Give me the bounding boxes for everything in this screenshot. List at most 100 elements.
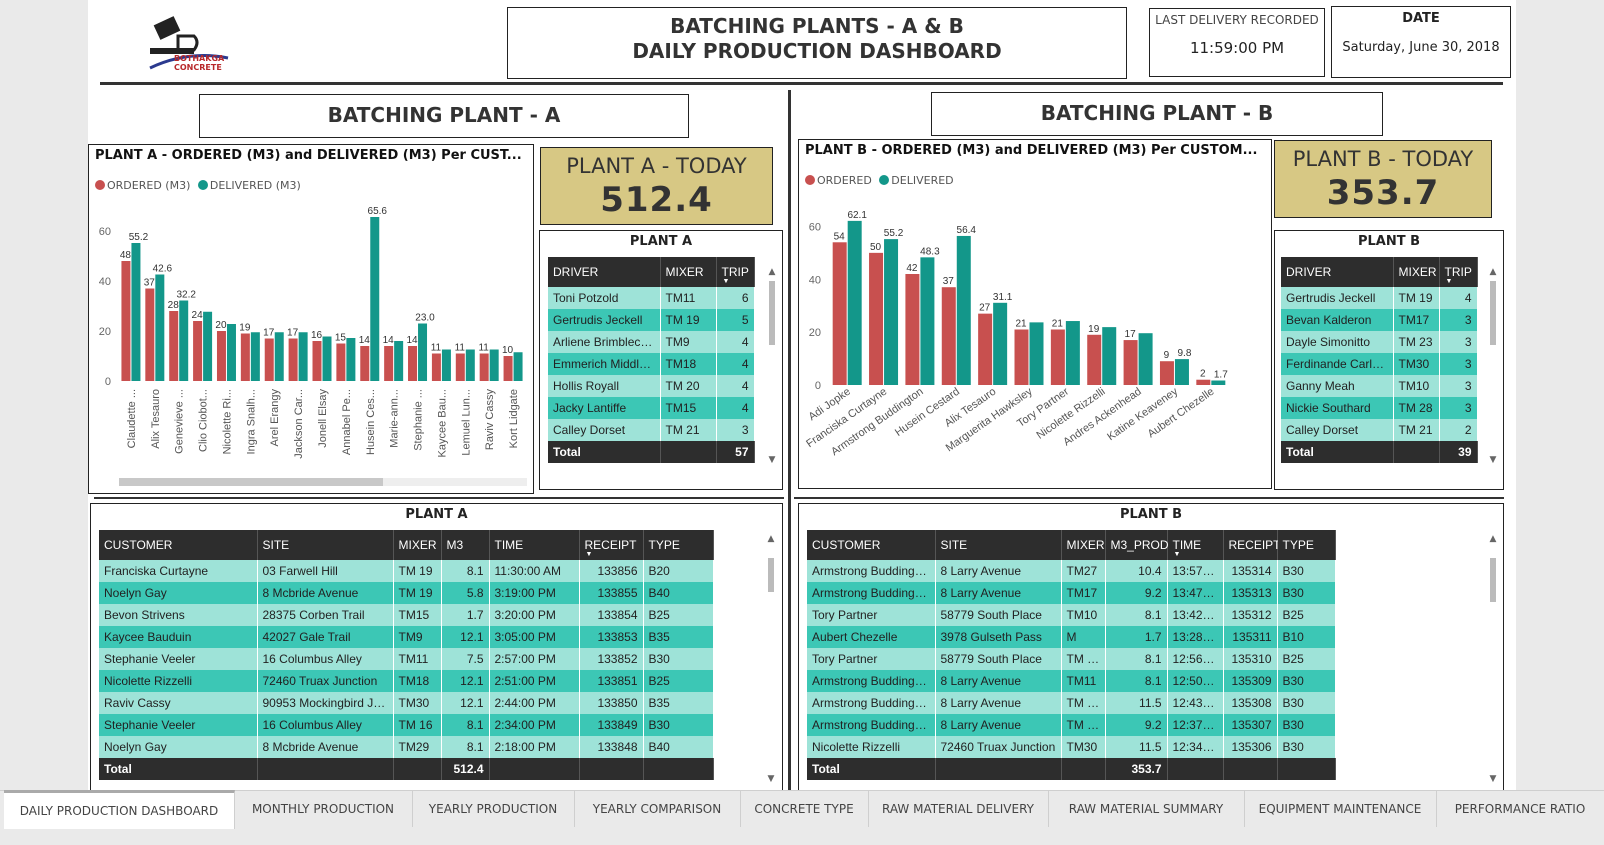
plant-b-delivery-table[interactable]: CUSTOMER SITE MIXER M3_PROD TIME ▼ RECEIPT TYPE… xyxy=(807,530,1336,780)
bar-delivered[interactable] xyxy=(441,349,451,382)
bar-delivered[interactable] xyxy=(1102,327,1117,385)
table-row[interactable]: Armstrong Buddington 8 Larry Avenue TM 19 9… xyxy=(807,714,1336,736)
plant-b-driver-scrollbar[interactable]: ▲ ▼ xyxy=(1488,267,1498,467)
tab-equipment-maintenance[interactable]: EQUIPMENT MAINTENANCE xyxy=(1244,791,1437,827)
table-row[interactable]: Dayle Simonitto TM 23 3 xyxy=(1281,331,1478,353)
column-header[interactable]: M3_PROD xyxy=(1105,530,1169,560)
table-row[interactable]: Noelyn Gay 8 Mcbride Avenue TM 19 5.8 3:19:0… xyxy=(99,582,714,604)
bar-delivered[interactable] xyxy=(131,243,141,381)
bar-ordered[interactable] xyxy=(503,356,513,381)
bar-ordered[interactable] xyxy=(216,331,226,381)
bar-ordered[interactable] xyxy=(905,274,920,385)
bar-delivered[interactable] xyxy=(298,332,308,381)
plant-a-chart-scroll-thumb[interactable] xyxy=(119,478,383,486)
bar-ordered[interactable] xyxy=(479,353,489,382)
scroll-down-icon[interactable]: ▼ xyxy=(1489,774,1497,784)
bar-delivered[interactable] xyxy=(465,349,475,382)
table-row[interactable]: Kaycee Bauduin 42027 Gale Trail TM9 12.1 3:0… xyxy=(99,626,714,648)
bar-delivered[interactable] xyxy=(155,274,165,382)
column-header[interactable]: M3 xyxy=(441,530,490,560)
plant-a-driver-scrollbar[interactable]: ▲ ▼ xyxy=(767,267,777,467)
bar-ordered[interactable] xyxy=(431,353,441,382)
table-row[interactable]: Noelyn Gay 8 Mcbride Avenue TM29 8.1 2:18:00… xyxy=(99,736,714,758)
table-row[interactable]: Armstrong Buddington 8 Larry Avenue TM27 10… xyxy=(807,560,1336,582)
plant-b-delivery-scrollbar[interactable]: ▲ ▼ xyxy=(1488,534,1498,784)
plant-a-delivery-table[interactable]: CUSTOMER SITE MIXER M3 TIME RECEIPT ▼ TYPE Franc… xyxy=(99,530,714,780)
column-header[interactable]: MIXER xyxy=(393,530,442,560)
bar-ordered[interactable] xyxy=(193,321,203,381)
scroll-down-icon[interactable]: ▼ xyxy=(767,774,775,784)
bar-delivered[interactable] xyxy=(1211,380,1226,385)
tab-concrete-type[interactable]: CONCRETE TYPE xyxy=(740,791,869,827)
table-row[interactable]: Bevan Kalderon TM17 3 xyxy=(1281,309,1478,331)
table-row[interactable]: Hollis Royall TM 20 4 xyxy=(548,375,755,397)
column-header[interactable]: TRIP ▼ xyxy=(716,257,755,287)
column-header[interactable]: MIXER xyxy=(660,257,717,287)
table-row[interactable]: Armstrong Buddington 8 Larry Avenue TM 28 1… xyxy=(807,692,1336,714)
column-header[interactable]: MIXER xyxy=(1061,530,1106,560)
column-header[interactable]: RECEIPT xyxy=(1223,530,1281,560)
column-header[interactable]: CUSTOMER xyxy=(99,530,258,560)
bar-ordered[interactable] xyxy=(1123,340,1138,385)
bar-ordered[interactable] xyxy=(121,261,131,381)
bar-ordered[interactable] xyxy=(941,287,956,385)
bar-ordered[interactable] xyxy=(169,311,179,381)
tab-daily-production[interactable]: DAILY PRODUCTION DASHBOARD xyxy=(4,790,235,829)
tab-yearly-comparison[interactable]: YEARLY COMPARISON xyxy=(574,791,741,827)
bar-ordered[interactable] xyxy=(336,343,346,382)
bar-ordered[interactable] xyxy=(312,341,322,381)
column-header[interactable]: CUSTOMER xyxy=(807,530,936,560)
bar-ordered[interactable] xyxy=(455,353,465,382)
bar-ordered[interactable] xyxy=(288,338,298,382)
bar-ordered[interactable] xyxy=(240,333,250,382)
table-row[interactable]: Gertrudis Jeckell TM 19 5 xyxy=(548,309,755,331)
bar-ordered[interactable] xyxy=(1087,334,1102,385)
table-row[interactable]: Calley Dorset TM 21 3 xyxy=(548,419,755,441)
column-header[interactable]: TYPE xyxy=(643,530,714,560)
bar-delivered[interactable] xyxy=(956,235,971,385)
scroll-thumb[interactable] xyxy=(769,281,775,345)
bar-ordered[interactable] xyxy=(1014,329,1029,386)
table-row[interactable]: Ferdinande Carletto TM30 3 xyxy=(1281,353,1478,375)
tab-yearly-production[interactable]: YEARLY PRODUCTION xyxy=(412,791,575,827)
scroll-thumb[interactable] xyxy=(768,558,774,592)
column-header[interactable]: TRIP ▼ xyxy=(1439,257,1478,287)
scroll-up-icon[interactable]: ▲ xyxy=(768,267,776,277)
scroll-thumb[interactable] xyxy=(1490,281,1496,345)
bar-ordered[interactable] xyxy=(869,252,884,385)
table-row[interactable]: Toni Potzold TM11 6 xyxy=(548,287,755,309)
bar-delivered[interactable] xyxy=(370,217,380,381)
scroll-up-icon[interactable]: ▲ xyxy=(1489,534,1497,544)
table-row[interactable]: Franciska Curtayne 03 Farwell Hill TM 19 8.… xyxy=(99,560,714,582)
tab-monthly-production[interactable]: MONTHLY PRODUCTION xyxy=(234,791,413,827)
bar-delivered[interactable] xyxy=(920,257,935,385)
table-row[interactable]: Calley Dorset TM 21 2 xyxy=(1281,419,1478,441)
table-row[interactable]: Nickie Southard TM 28 3 xyxy=(1281,397,1478,419)
table-row[interactable]: Ganny Meah TM10 3 xyxy=(1281,375,1478,397)
plant-b-chart[interactable]: PLANT B - ORDERED (M3) and DELIVERED (M3… xyxy=(798,139,1272,489)
bar-ordered[interactable] xyxy=(1196,379,1211,385)
plant-a-delivery-scrollbar[interactable]: ▲ ▼ xyxy=(766,534,776,784)
bar-ordered[interactable] xyxy=(1159,361,1174,385)
bar-delivered[interactable] xyxy=(993,302,1008,385)
column-header[interactable]: DRIVER xyxy=(548,257,661,287)
bar-delivered[interactable] xyxy=(1138,333,1153,385)
bar-delivered[interactable] xyxy=(1174,359,1189,385)
column-header[interactable]: TIME xyxy=(489,530,580,560)
table-row[interactable]: Tory Partner 58779 South Place TM10 8.1 13:4… xyxy=(807,604,1336,626)
column-header[interactable]: DRIVER xyxy=(1281,257,1394,287)
table-row[interactable]: Aubert Chezelle 3978 Gulseth Pass M 1.7 13:2… xyxy=(807,626,1336,648)
bar-delivered[interactable] xyxy=(346,338,356,381)
bar-delivered[interactable] xyxy=(250,332,260,381)
tab-raw-material-delivery[interactable]: RAW MATERIAL DELIVERY xyxy=(868,791,1049,827)
bar-delivered[interactable] xyxy=(322,336,332,382)
bar-ordered[interactable] xyxy=(832,242,847,385)
bar-ordered[interactable] xyxy=(264,338,274,382)
table-row[interactable]: Tory Partner 58779 South Place TM 21 8.1 12:… xyxy=(807,648,1336,670)
bar-delivered[interactable] xyxy=(203,311,213,381)
tab-raw-material-summary[interactable]: RAW MATERIAL SUMMARY xyxy=(1048,791,1245,827)
table-row[interactable]: Raviv Cassy 90953 Mockingbird Ju... TM30 12… xyxy=(99,692,714,714)
plant-a-chart-scrollbar[interactable] xyxy=(119,478,527,486)
bar-ordered[interactable] xyxy=(384,346,394,381)
plant-a-driver-table[interactable]: DRIVER MIXER TRIP ▼ Toni Potzold TM11 6 Gertrud… xyxy=(548,257,755,463)
